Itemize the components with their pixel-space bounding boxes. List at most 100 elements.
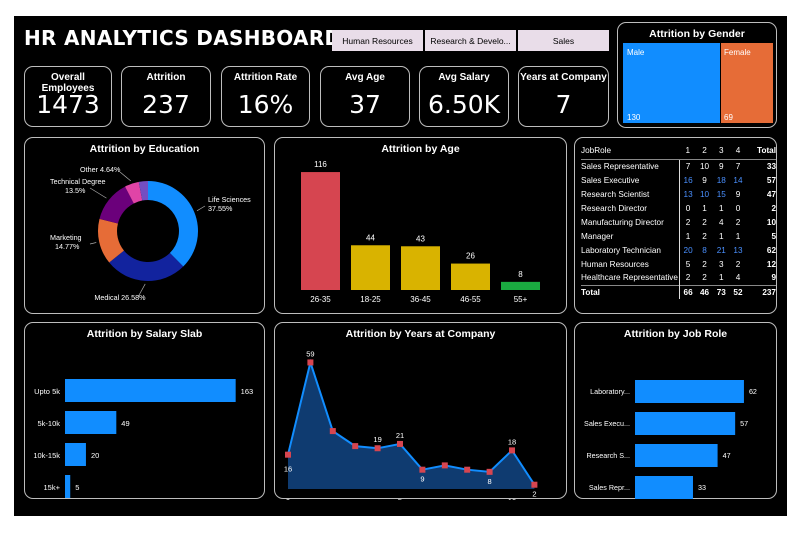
years-marker	[509, 447, 515, 454]
salary-card: Attrition by Salary Slab 163 Upto 5k 49 5k-…	[24, 322, 265, 499]
kpi-avg-age: Avg Age 37	[320, 66, 410, 127]
years-marker	[285, 451, 291, 458]
matrix-cell: 62	[766, 245, 776, 255]
slicer-research-development[interactable]: Research & Develo...	[425, 30, 516, 51]
matrix-cell: 10	[699, 189, 710, 199]
job-role-matrix: JobRole 1 2 3 4 Total Sales Representative 7 10 9…	[581, 142, 776, 299]
matrix-cell: 13	[678, 187, 697, 201]
kpi-value: 237	[142, 90, 190, 119]
matrix-row: Healthcare Representative 2 2 1 4 9	[581, 271, 776, 285]
matrix-cell: 10	[699, 161, 710, 171]
donut-leader-3	[89, 187, 107, 199]
gender-female-label: Female	[724, 48, 751, 57]
job-bar-2	[635, 444, 718, 467]
years-marker	[329, 428, 336, 435]
job-axis-tick: Sales Repr...	[589, 483, 630, 492]
matrix-cell: 1	[718, 273, 724, 283]
donut-slice-life-sciences	[148, 181, 198, 267]
gender-title: Attrition by Gender	[649, 28, 745, 40]
matrix-header-cell[interactable]: 1	[679, 142, 697, 160]
matrix-total-cell: 237	[746, 284, 776, 299]
years-marker	[352, 443, 359, 450]
years-card: Attrition by Years at Company 16 59 19 21 9 8…	[274, 322, 567, 500]
matrix-cell: 2	[771, 203, 776, 213]
age-title: Attrition by Age	[381, 143, 460, 155]
years-marker	[464, 466, 471, 473]
matrix-header-cell[interactable]: 4	[729, 142, 747, 160]
years-marker	[419, 466, 426, 473]
matrix-cell: 5	[678, 257, 697, 271]
matrix-header-cell[interactable]: JobRole	[581, 142, 680, 160]
matrix-total-cell: 66	[678, 284, 697, 299]
matrix-cell: 13	[733, 245, 743, 255]
age-bar-label: 116	[314, 160, 327, 169]
matrix-cell: 2	[702, 273, 707, 283]
matrix-row: Sales Representative 7 10 9 7 33	[581, 159, 776, 173]
matrix-header-cell[interactable]: 3	[712, 142, 730, 160]
matrix-cell: 12	[766, 259, 776, 269]
kpi-years-at-company: Years at Company 7	[518, 66, 609, 127]
slicer-sales[interactable]: Sales	[518, 30, 609, 51]
matrix-cell: 8	[702, 245, 707, 255]
years-point-label: 18	[508, 437, 516, 446]
matrix-row: Research Scientist 13 10 15 9 47	[581, 187, 776, 201]
matrix-cell: 7	[735, 161, 741, 171]
matrix-cell: 1	[735, 231, 741, 241]
kpi-value: 16%	[237, 90, 294, 119]
matrix-cell: 2	[735, 259, 741, 269]
matrix-row-label: Research Director	[581, 203, 647, 213]
kpi-avg-salary: Avg Salary 6.50K	[419, 66, 509, 127]
age-bar-label: 8	[518, 270, 523, 279]
years-marker	[486, 468, 493, 475]
donut-label-name-3: Technical Degree	[50, 177, 106, 186]
donut-label-pct-3: 13.5%	[65, 186, 86, 195]
years-title: Attrition by Years at Company	[345, 328, 496, 340]
kpi-label: Attrition	[146, 72, 186, 83]
matrix-cell: 2	[702, 259, 707, 269]
job-role-bar-chart: 62 Laboratory... 57 Sales Execu... 47 Researc…	[584, 380, 757, 499]
matrix-header-cell[interactable]: Total	[746, 142, 776, 160]
salary-bar-0	[65, 379, 236, 402]
matrix-total-label: Total	[581, 284, 680, 299]
job-bar-label: 47	[723, 451, 731, 460]
job-bar-0	[635, 380, 744, 403]
job-bar-1	[635, 412, 736, 435]
matrix-cell: 14	[733, 175, 743, 185]
matrix-cell: 2	[735, 217, 741, 227]
age-card: Attrition by Age 116 26-35 44 18-25 43 36-45 2…	[274, 137, 567, 314]
kpi-label: Avg Salary	[438, 72, 490, 83]
matrix-cell: 2	[702, 231, 707, 241]
matrix-cell: 9	[702, 175, 707, 185]
years-point-label: 19	[373, 435, 381, 444]
job-role-title: Attrition by Job Role	[623, 328, 728, 340]
donut-label-pct-2: 14.77%	[55, 242, 80, 251]
kpi-value: 6.50K	[427, 90, 501, 119]
gender-female-block[interactable]: Female 69	[721, 43, 773, 123]
salary-axis-tick: Upto 5k	[34, 387, 60, 396]
matrix-cell: 15	[716, 189, 726, 199]
matrix-header-cell[interactable]: 2	[696, 142, 713, 160]
salary-bar-3	[65, 475, 71, 498]
age-bar-26-35	[301, 172, 340, 290]
job-axis-tick: Sales Execu...	[584, 419, 630, 428]
matrix-row-label: Healthcare Representative	[581, 273, 678, 283]
years-marker	[397, 440, 403, 447]
kpi-label: Attrition Rate	[233, 72, 298, 83]
age-bar-label: 26	[466, 252, 475, 261]
years-area-chart: 16 59 19 21 9 8 18 2 0 5 10	[284, 349, 538, 500]
age-axis-tick: 46-55	[460, 295, 481, 304]
kpi-value: 37	[349, 90, 381, 119]
gender-male-block[interactable]: Male 130	[623, 43, 720, 123]
age-bar-label: 44	[366, 233, 375, 242]
matrix-cell: 18	[716, 175, 726, 185]
age-axis-tick: 55+	[514, 295, 528, 304]
age-bar-55+	[501, 281, 540, 290]
matrix-cell: 20	[678, 243, 697, 257]
matrix-cell: 1	[702, 203, 707, 213]
kpi-attrition: Attrition 237	[121, 66, 211, 127]
dashboard: HR ANALYTICS DASHBOARD Human Resources R…	[14, 16, 787, 516]
education-card: Attrition by Education Life Sciences 37.5…	[24, 137, 265, 314]
slicer-human-resources[interactable]: Human Resources	[332, 30, 423, 51]
gender-card: Attrition by Gender Male 130 Female 69	[617, 22, 777, 128]
matrix-row: Manufacturing Director 2 2 4 2 10	[581, 215, 776, 229]
